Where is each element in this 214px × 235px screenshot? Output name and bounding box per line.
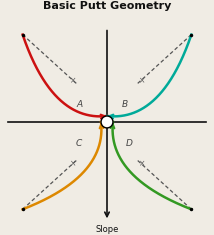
Text: $\times$: $\times$ — [69, 75, 76, 85]
Text: A: A — [76, 100, 82, 109]
Text: $\times$: $\times$ — [69, 159, 76, 168]
Circle shape — [101, 116, 113, 128]
Text: $\times$: $\times$ — [138, 159, 145, 168]
Text: B: B — [122, 100, 128, 109]
Title: Basic Putt Geometry: Basic Putt Geometry — [43, 1, 171, 11]
Text: C: C — [76, 139, 82, 148]
Text: $\times$: $\times$ — [138, 75, 145, 85]
Text: D: D — [125, 139, 132, 148]
Text: Slope: Slope — [95, 225, 119, 234]
